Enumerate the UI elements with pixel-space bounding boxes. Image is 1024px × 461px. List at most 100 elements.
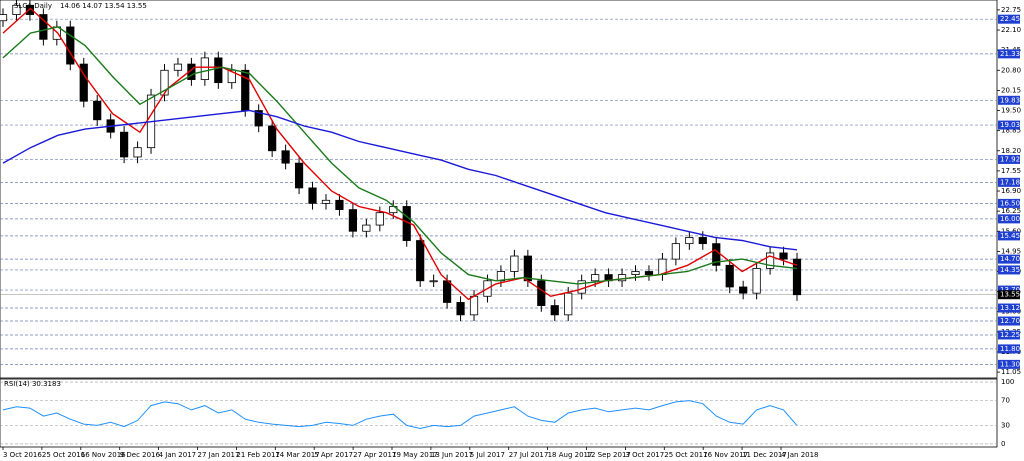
level-box bbox=[998, 154, 1020, 164]
y-tick-label: 18.20 bbox=[1001, 147, 1021, 155]
level-label: 14.70 bbox=[1000, 255, 1020, 263]
level-label: 16.50 bbox=[1000, 199, 1020, 207]
candle-body bbox=[725, 264, 734, 288]
candle-body bbox=[429, 280, 438, 283]
x-tick-label: 21 Feb 2017 bbox=[236, 451, 280, 459]
main-pane bbox=[0, 0, 998, 379]
level-box bbox=[998, 285, 1020, 295]
last-price-box bbox=[998, 290, 1020, 300]
level-label: 17.18 bbox=[1000, 178, 1020, 186]
level-label: 21.33 bbox=[1000, 50, 1020, 58]
level-box bbox=[998, 120, 1020, 130]
level-box bbox=[998, 330, 1020, 340]
y-tick-label: 16.25 bbox=[1001, 207, 1021, 215]
x-tick-label: 3 Oct 2017 bbox=[625, 451, 664, 459]
level-box bbox=[998, 303, 1020, 313]
x-tick-label: 11 Dec 2017 bbox=[742, 451, 787, 459]
level-label: 17.92 bbox=[1000, 155, 1020, 163]
candle-body bbox=[25, 4, 35, 15]
level-label: 13.70 bbox=[1000, 286, 1020, 294]
x-tick-label: 27 Apr 2017 bbox=[353, 451, 396, 459]
candle-body bbox=[752, 268, 761, 294]
level-box bbox=[998, 214, 1020, 224]
level-box bbox=[998, 231, 1020, 241]
x-tick-label: 9 Dec 2016 bbox=[120, 451, 161, 459]
candle-body bbox=[765, 252, 775, 269]
candle-body bbox=[281, 150, 290, 164]
x-tick-label: 18 Aug 2017 bbox=[548, 451, 593, 459]
x-tick-label: 13 Jun 2017 bbox=[431, 451, 473, 459]
x-tick-label: 19 May 2017 bbox=[392, 451, 438, 459]
moving-average bbox=[2, 109, 798, 251]
level-box bbox=[998, 198, 1020, 208]
y-tick-label: 22.10 bbox=[1001, 26, 1021, 34]
level-box bbox=[998, 95, 1020, 105]
level-box bbox=[998, 316, 1020, 326]
y-tick-label: 20.80 bbox=[1001, 66, 1021, 74]
y-tick-label: 11.05 bbox=[1001, 368, 1021, 376]
rsi-plot bbox=[0, 381, 997, 445]
rsi-tick-label: 30 bbox=[1001, 421, 1010, 429]
candle-body bbox=[443, 280, 452, 303]
candle-body bbox=[591, 274, 600, 282]
candle-body bbox=[685, 237, 694, 245]
level-box bbox=[998, 359, 1020, 369]
rsi-tick-label: 0 bbox=[1001, 440, 1005, 448]
level-box bbox=[998, 344, 1020, 354]
level-label: 22.45 bbox=[1000, 15, 1020, 23]
candle-body bbox=[268, 125, 277, 152]
level-label: 13.12 bbox=[1000, 304, 1020, 312]
level-box bbox=[998, 14, 1020, 24]
x-tick-label: 25 Oct 2017 bbox=[664, 451, 707, 459]
candle-body bbox=[93, 100, 102, 121]
y-tick-label: 16.90 bbox=[1001, 187, 1021, 195]
x-tick-label: 3 Oct 2016 bbox=[3, 451, 42, 459]
moving-average bbox=[2, 7, 798, 301]
x-tick-label: 27 Jul 2017 bbox=[509, 451, 549, 459]
level-label: 15.45 bbox=[1000, 232, 1020, 240]
level-box bbox=[998, 49, 1020, 59]
candle-body bbox=[792, 258, 802, 296]
level-label: 19.83 bbox=[1000, 96, 1020, 104]
axes: 22.7522.1021.4520.8020.1519.5018.8518.20… bbox=[2, 6, 1021, 459]
x-tick-label: 12 Sep 2017 bbox=[587, 451, 631, 459]
candle-body bbox=[79, 63, 88, 102]
rsi-pane bbox=[0, 378, 998, 448]
candle-body bbox=[120, 131, 129, 158]
candle-body bbox=[375, 212, 384, 226]
candle-body bbox=[12, 4, 21, 15]
candle-body bbox=[510, 255, 519, 272]
y-tick-label: 19.50 bbox=[1001, 107, 1021, 115]
last-price-label: 13.55 bbox=[1000, 291, 1020, 299]
candle-body bbox=[321, 199, 331, 204]
candle-body bbox=[698, 237, 707, 245]
candle-body bbox=[200, 57, 209, 80]
y-tick-label: 20.15 bbox=[1001, 86, 1021, 94]
candle-body bbox=[550, 305, 559, 316]
candle-body bbox=[133, 147, 142, 158]
symbol-title: SLCA,Daily bbox=[14, 2, 52, 10]
candle-body bbox=[644, 271, 654, 275]
candle-body bbox=[173, 63, 183, 71]
x-tick-label: 27 Jan 2017 bbox=[198, 451, 240, 459]
y-tick-label: 18.85 bbox=[1001, 127, 1021, 135]
ohlc-text: 14.06 14.07 13.54 13.55 bbox=[60, 2, 147, 10]
level-label: 11.30 bbox=[1000, 360, 1020, 368]
candle-body bbox=[66, 26, 75, 65]
candle-body bbox=[779, 252, 788, 260]
y-tick-label: 15.60 bbox=[1001, 227, 1021, 235]
candle-body bbox=[0, 14, 8, 22]
candle-body bbox=[617, 274, 627, 282]
x-tick-label: 4 Jan 2017 bbox=[159, 451, 197, 459]
level-label: 19.03 bbox=[1000, 121, 1020, 129]
candle-body bbox=[671, 243, 680, 260]
candle-body bbox=[564, 292, 573, 316]
candle-body bbox=[362, 224, 371, 232]
x-tick-label: 25 Oct 2016 bbox=[42, 451, 86, 459]
candle-body bbox=[469, 295, 479, 316]
rsi-tick-label: 70 bbox=[1001, 397, 1010, 405]
x-tick-label: 5 Apr 2017 bbox=[314, 451, 353, 459]
main-plot bbox=[0, 0, 997, 365]
candle-body bbox=[523, 255, 532, 282]
moving-average bbox=[2, 26, 798, 285]
